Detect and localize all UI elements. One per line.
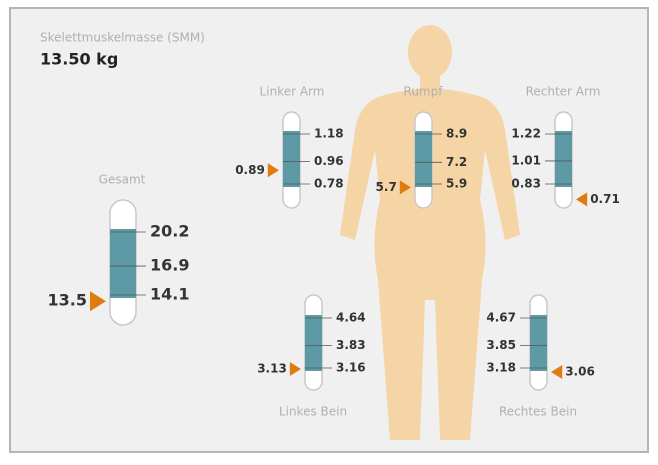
- gauge-range: [110, 229, 136, 298]
- scale-label: 7.2: [446, 155, 467, 169]
- scale-label: 1.18: [314, 127, 344, 141]
- scale-label: 5.9: [446, 177, 467, 191]
- header-title: Skelettmuskelmasse (SMM): [40, 31, 205, 45]
- scale-label: 14.1: [150, 285, 189, 304]
- scale-label: 0.83: [511, 177, 541, 191]
- gauge-title: Rechter Arm: [526, 85, 601, 99]
- marker-label: 13.5: [48, 291, 87, 310]
- scale-label: 3.83: [336, 338, 366, 352]
- scale-label: 16.9: [150, 256, 189, 275]
- marker-label: 3.06: [565, 365, 595, 379]
- scale-label: 4.67: [486, 311, 516, 325]
- marker-label: 5.7: [376, 180, 397, 194]
- page: Skelettmuskelmasse (SMM) 13.50 kg Gesamt…: [0, 0, 658, 461]
- marker-label: 0.89: [235, 163, 265, 177]
- gauge-range: [415, 131, 432, 187]
- gauge-title: Linkes Bein: [279, 405, 347, 419]
- smm-panel: Skelettmuskelmasse (SMM) 13.50 kg Gesamt…: [0, 0, 658, 461]
- gauge-title: Rechtes Bein: [499, 405, 577, 419]
- scale-label: 3.85: [486, 338, 516, 352]
- gauge-range: [555, 131, 572, 187]
- scale-label: 3.16: [336, 361, 366, 375]
- scale-label: 8.9: [446, 127, 467, 141]
- gauge-title: Linker Arm: [260, 85, 325, 99]
- marker-label: 3.13: [257, 362, 287, 376]
- scale-label: 0.78: [314, 177, 344, 191]
- gauge-range: [283, 131, 300, 187]
- gauge-range: [305, 315, 322, 371]
- gauge-title: Rumpf: [404, 85, 444, 99]
- scale-label: 4.64: [336, 311, 366, 325]
- marker-label: 0.71: [590, 192, 620, 206]
- scale-label: 1.22: [511, 127, 541, 141]
- panel-frame: [10, 8, 648, 452]
- scale-label: 1.01: [511, 153, 541, 167]
- scale-label: 3.18: [486, 361, 516, 375]
- header-value: 13.50 kg: [40, 50, 118, 69]
- scale-label: 0.96: [314, 154, 344, 168]
- scale-label: 20.2: [150, 222, 189, 241]
- gauge-title: Gesamt: [99, 173, 146, 187]
- gauge-range: [530, 315, 547, 371]
